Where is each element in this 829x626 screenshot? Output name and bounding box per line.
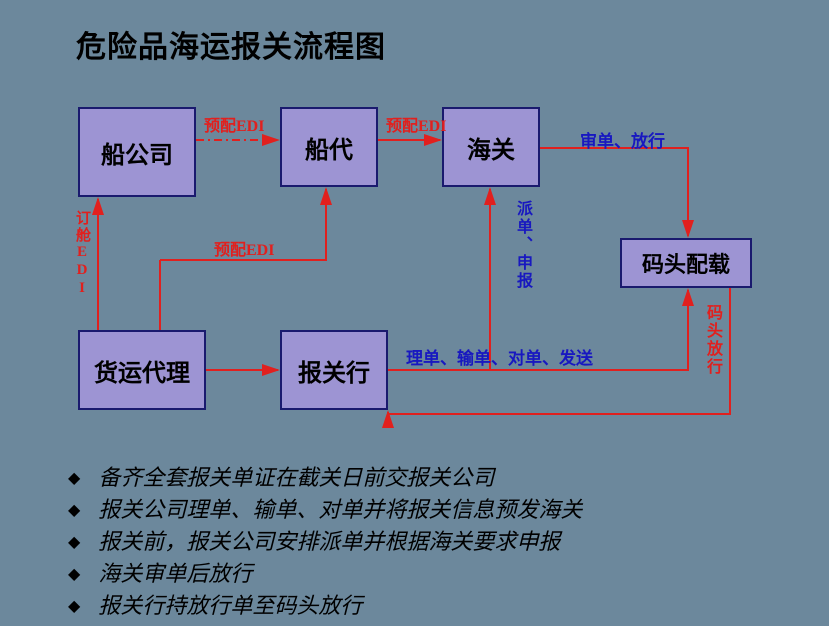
node-freight-agent: 货运代理 (78, 330, 206, 410)
node-terminal: 码头配载 (620, 238, 752, 288)
edge-label-edi1: 预配EDI (204, 112, 264, 136)
bullet-item: 报关公司理单、输单、对单并将报关信息预发海关 (68, 494, 582, 526)
bullet-list: 备齐全套报关单证在截关日前交报关公司 报关公司理单、输单、对单并将报关信息预发海… (68, 462, 582, 621)
edge-label-release: 码头放行 (700, 304, 724, 376)
node-customs: 海关 (442, 107, 540, 187)
node-ship-company: 船公司 (78, 107, 196, 197)
edge-label-booking: 订舱EDI (72, 210, 93, 298)
edge-label-edi2: 预配EDI (386, 112, 446, 136)
edge-label-edi3: 预配EDI (214, 236, 274, 260)
edge-label-dispatch: 派单、申报 (510, 200, 534, 290)
bullet-item: 备齐全套报关单证在截关日前交报关公司 (68, 462, 582, 494)
edge-label-review: 审单、放行 (580, 127, 665, 152)
edge-label-process: 理单、输单、对单、发送 (406, 344, 593, 369)
bullet-item: 报关前，报关公司安排派单并根据海关要求申报 (68, 526, 582, 558)
bullet-item: 海关审单后放行 (68, 558, 582, 590)
node-broker: 报关行 (280, 330, 388, 410)
node-ship-agent: 船代 (280, 107, 378, 187)
bullet-item: 报关行持放行单至码头放行 (68, 590, 582, 622)
